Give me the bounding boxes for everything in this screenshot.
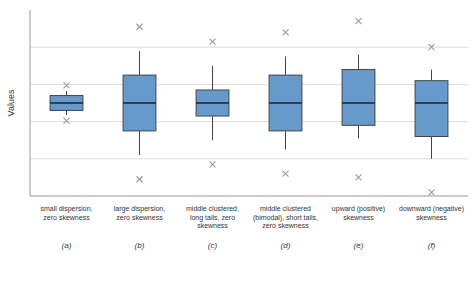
median: [123, 102, 156, 104]
category-label-line: middle clustered: [260, 205, 311, 212]
letter-label: (b): [135, 241, 145, 250]
flier-high: [283, 29, 289, 35]
category-label-line: zero skewness: [262, 222, 309, 229]
flier-low: [356, 174, 362, 180]
box: [50, 96, 83, 111]
whisker-low: [66, 110, 67, 115]
category-label: large dispersion,zero skewness: [114, 205, 165, 221]
whisker-high: [285, 57, 286, 76]
flier-low: [137, 176, 143, 182]
flier-high: [210, 39, 216, 45]
grid-line: [30, 47, 468, 48]
letter-label: (e): [354, 241, 364, 250]
y-axis-line: [30, 10, 31, 196]
flier-high: [137, 24, 143, 30]
grid-line: [30, 158, 468, 159]
whisker-low: [285, 131, 286, 150]
grid-line: [30, 121, 468, 122]
median: [342, 102, 375, 104]
flier-low: [283, 171, 289, 177]
category-label-line: zero skewness: [116, 214, 163, 221]
chart: small dispersion,zero skewnesslarge disp…: [0, 0, 474, 303]
category-label-line: upward (positive): [332, 205, 385, 213]
whisker-high: [212, 66, 213, 90]
category-label-line: small dispersion,: [40, 205, 92, 213]
letter-label: (f): [428, 241, 436, 250]
category-label-line: long tails, zero: [190, 214, 235, 222]
median: [269, 102, 302, 104]
category-label: middle clustered, long tails, zeroskewnes…: [186, 205, 239, 229]
box: [123, 75, 156, 131]
whisker-low: [358, 125, 359, 138]
category-label-line: skewness: [343, 214, 374, 221]
category-label-line: middle clustered,: [186, 205, 239, 212]
whisker-low: [431, 136, 432, 158]
category-label: downward (negative)skewness: [399, 205, 464, 221]
category-label-line: skewness: [197, 222, 228, 229]
category-label-line: skewness: [416, 214, 447, 221]
whisker-high: [66, 91, 67, 96]
flier-low: [429, 189, 435, 195]
median: [415, 102, 448, 104]
letter-label: (c): [208, 241, 218, 250]
category-label: small dispersion,zero skewness: [40, 205, 92, 221]
flier-high: [64, 82, 70, 88]
box: [342, 70, 375, 126]
median: [196, 102, 229, 104]
grid-line: [30, 84, 468, 85]
median: [50, 102, 83, 104]
whisker-low: [139, 131, 140, 155]
category-label-line: (bimodal), short tails,: [253, 214, 318, 222]
x-axis-line: [30, 196, 468, 197]
category-label: middle clustered (bimodal), short tails,z…: [253, 205, 318, 229]
category-label-line: large dispersion,: [114, 205, 165, 213]
whisker-high: [358, 55, 359, 70]
flier-low: [210, 161, 216, 167]
y-axis-label: Values: [6, 89, 16, 116]
flier-high: [429, 44, 435, 50]
boxes: [50, 18, 448, 195]
whisker-high: [431, 70, 432, 81]
category-label: upward (positive)skewness: [332, 205, 385, 221]
box: [269, 75, 302, 131]
category-label-line: zero skewness: [43, 214, 90, 221]
whisker-high: [139, 51, 140, 75]
box: [196, 90, 229, 116]
letter-label: (d): [281, 241, 291, 250]
whisker-low: [212, 116, 213, 140]
box: [415, 81, 448, 137]
category-label-line: downward (negative): [399, 205, 464, 213]
flier-low: [64, 118, 70, 124]
flier-high: [356, 18, 362, 24]
letter-label: (a): [62, 241, 72, 250]
